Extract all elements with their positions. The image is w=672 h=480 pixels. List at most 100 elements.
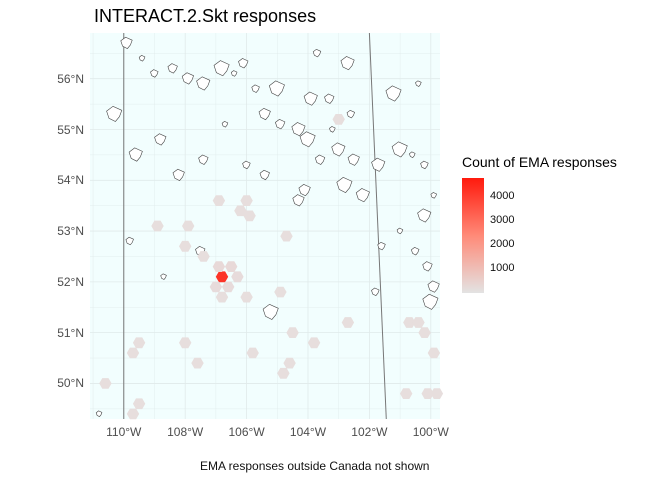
lake-outline <box>198 154 209 165</box>
hexbin-cell <box>412 317 425 328</box>
lake-outline <box>329 126 336 133</box>
hexbin-cell <box>182 220 195 232</box>
hexbin-cell <box>307 337 321 349</box>
hexbin-cell <box>277 367 290 379</box>
lake-outline <box>346 109 355 119</box>
lake-outline <box>242 160 251 170</box>
lake-outline <box>259 169 270 181</box>
y-tick-label: 52°N <box>57 274 84 289</box>
hexbin-cell <box>222 281 235 293</box>
caption: EMA responses outside Canada not shown <box>200 459 430 473</box>
lake-outline <box>312 48 322 58</box>
lake-outline <box>213 60 230 77</box>
hexbin-cell <box>215 271 229 283</box>
legend-tick-label: 2000 <box>490 238 515 251</box>
lake-outline <box>150 69 159 78</box>
y-tick-label: 53°N <box>57 224 84 239</box>
lake-outline <box>128 147 143 162</box>
province-borders <box>123 32 387 420</box>
lake-outline <box>230 70 238 77</box>
lake-outline <box>154 133 167 146</box>
x-tick-label: 108°W <box>167 425 204 439</box>
lake-outline <box>196 76 211 91</box>
hexbin-cell <box>212 261 226 272</box>
lake-outline <box>275 119 286 130</box>
hexbin-cell <box>209 281 223 293</box>
lake-outline <box>420 160 429 170</box>
hexbin-cell <box>243 210 256 222</box>
y-tick-label: 54°N <box>57 173 84 188</box>
lake-outline <box>314 154 326 165</box>
legend-tick-label: 4000 <box>490 190 515 203</box>
lake-outline <box>95 410 103 417</box>
lake-outline <box>371 287 380 296</box>
lake-outline <box>238 58 249 69</box>
hexbin-cell <box>225 261 238 272</box>
hexbin-cell <box>421 388 434 399</box>
lake-outline <box>106 105 123 122</box>
hexbin-cell <box>132 337 146 349</box>
lake-outline <box>355 188 370 203</box>
hexbin-cell <box>99 378 112 389</box>
y-tick-label: 51°N <box>57 325 84 340</box>
map-background <box>90 33 440 419</box>
manitoba-border-line <box>368 32 387 420</box>
hexbin-cell <box>418 327 431 338</box>
lake-outline <box>251 84 260 93</box>
lake-outline <box>336 177 353 193</box>
lake-outline <box>385 85 402 102</box>
hexbin-cell <box>231 271 244 283</box>
lake-outline <box>125 236 134 246</box>
hexbin-cell <box>286 327 299 338</box>
lake-outline <box>291 122 306 137</box>
lake-outline <box>331 142 346 157</box>
hexbin-cell <box>126 347 140 359</box>
lake-outline <box>391 141 408 158</box>
lake-outline <box>340 56 355 71</box>
lake-outline <box>160 273 167 280</box>
lake-outline <box>298 184 311 197</box>
y-tick-label: 55°N <box>57 122 84 137</box>
lake-outline <box>299 131 316 148</box>
x-tick-label: 104°W <box>289 425 327 439</box>
hexbin-cell <box>400 388 413 399</box>
x-tick-label: 110°W <box>106 425 142 439</box>
lake-outline <box>303 91 318 106</box>
lake-outline <box>221 121 229 128</box>
hexbin-cell <box>197 251 210 262</box>
hexbin-cell <box>179 240 192 252</box>
y-tick-label: 50°N <box>57 376 84 391</box>
legend-tick-label: 1000 <box>490 262 515 275</box>
hexbin-cell <box>403 317 416 328</box>
hexbin-cell <box>240 291 253 303</box>
hexbin-cell <box>430 388 444 399</box>
x-tick-label: 106°W <box>228 425 265 439</box>
lake-outline <box>120 36 133 49</box>
lake-outline <box>377 241 386 251</box>
hexbin-cell <box>283 357 296 369</box>
x-tick-label: 100°W <box>412 425 449 439</box>
hexbin-cell <box>274 286 287 298</box>
hexbin-cell <box>215 291 229 303</box>
hexbin-cell <box>280 230 293 242</box>
lake-outline <box>396 227 404 235</box>
lake-outline <box>422 261 433 272</box>
hexbin-cell <box>151 220 164 232</box>
legend-tick-label: 3000 <box>490 214 515 227</box>
hexbin-cell <box>179 337 192 349</box>
hexbin-cell <box>341 317 355 328</box>
lake-outline <box>258 107 271 121</box>
lake-outline <box>371 157 386 172</box>
lakes <box>95 36 440 417</box>
lake-outline <box>262 303 279 320</box>
lake-outline <box>422 293 439 310</box>
lake-outline <box>268 80 285 97</box>
lake-outline <box>415 80 422 87</box>
y-tick-label: 56°N <box>57 71 84 86</box>
lake-outline <box>417 208 432 223</box>
lake-outline <box>347 153 360 166</box>
chart-title: INTERACT.2.Skt responses <box>94 6 317 26</box>
x-tick-label: 102°W <box>351 425 388 439</box>
lake-outline <box>292 194 305 207</box>
legend-color-bar <box>462 178 484 293</box>
